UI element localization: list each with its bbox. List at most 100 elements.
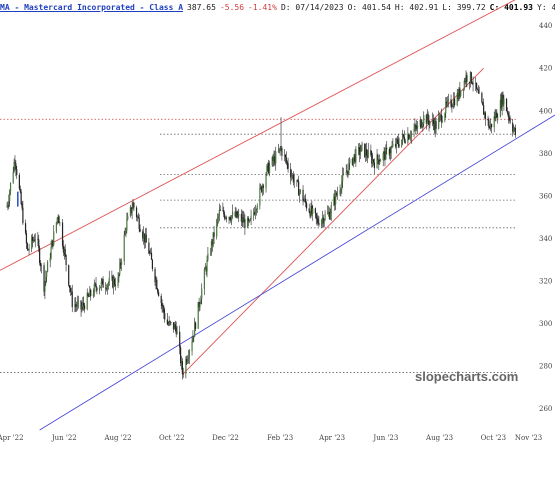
- candle-body: [376, 154, 378, 169]
- candle-body: [262, 185, 265, 188]
- candle-body: [94, 283, 96, 285]
- candle-body: [453, 98, 456, 106]
- candle-body: [268, 162, 270, 174]
- candle-body: [291, 174, 294, 176]
- candle-body: [273, 156, 275, 161]
- candle-body: [37, 238, 39, 240]
- candle-body: [434, 121, 436, 131]
- x-tick-label: Oct '22: [159, 434, 185, 442]
- candle-body: [322, 217, 324, 224]
- candle-body: [63, 248, 65, 253]
- high-value: H: 402.91: [394, 3, 439, 12]
- candle-body: [219, 209, 221, 211]
- x-tick-label: Apr '23: [318, 434, 345, 442]
- candle-body: [388, 148, 390, 156]
- candle-body: [179, 331, 181, 348]
- candle-body: [169, 321, 171, 323]
- candle-body: [339, 190, 341, 194]
- candle-body: [132, 202, 134, 210]
- candle-body: [155, 279, 157, 283]
- candle-body: [404, 141, 406, 143]
- candle-body: [309, 212, 311, 217]
- candle-body: [353, 154, 355, 158]
- candle-body: [271, 157, 273, 166]
- candle-body: [299, 189, 302, 192]
- x-tick-label: Nov '23: [515, 434, 542, 442]
- candle-body: [279, 148, 281, 150]
- candle-body: [496, 112, 498, 118]
- candle-body: [211, 241, 213, 245]
- candle-body: [305, 203, 308, 209]
- candle-body: [143, 233, 146, 243]
- candle-body: [335, 192, 338, 196]
- candle-body: [499, 99, 501, 117]
- candle-body: [222, 210, 224, 211]
- candle-body: [18, 174, 20, 189]
- candle-body: [64, 248, 66, 255]
- candle-body: [409, 136, 412, 138]
- candle-body: [342, 173, 345, 175]
- candle-body: [255, 209, 257, 212]
- candle-body: [433, 124, 435, 131]
- price-change: -5.56: [219, 3, 245, 12]
- candle-body: [389, 153, 391, 156]
- candle-body: [421, 125, 423, 128]
- candle-body: [175, 327, 177, 335]
- candle-body: [126, 219, 128, 231]
- candle-body: [444, 113, 446, 121]
- candle-body: [181, 360, 183, 374]
- candle-body: [513, 127, 516, 130]
- candle-body: [163, 306, 165, 314]
- candle-body: [213, 232, 215, 237]
- candle-body: [281, 148, 283, 156]
- candle-body: [101, 279, 103, 282]
- candle-body: [182, 373, 184, 375]
- candle-body: [231, 215, 233, 221]
- candle-body: [105, 288, 108, 290]
- candle-body: [46, 272, 48, 277]
- candle-body: [441, 120, 443, 123]
- candle-body: [320, 220, 323, 226]
- candle-body: [385, 147, 387, 160]
- candle-body: [346, 170, 348, 172]
- candle-body: [102, 279, 104, 288]
- candle-body: [290, 175, 293, 178]
- candle-body: [502, 94, 504, 105]
- candle-body: [8, 201, 10, 205]
- candle-body: [483, 105, 485, 115]
- candle-body: [493, 116, 495, 128]
- candle-body: [463, 80, 465, 90]
- candle-body: [24, 223, 27, 233]
- candle-body: [55, 222, 57, 232]
- x-tick-label: Feb '23: [267, 434, 293, 442]
- candle-body: [302, 189, 304, 202]
- candle-body: [347, 170, 349, 174]
- last-price: 387.65: [187, 3, 216, 12]
- candle-body: [266, 165, 268, 175]
- candle-body: [249, 219, 251, 221]
- low-value: L: 399.72: [442, 3, 486, 12]
- candle-body: [231, 211, 234, 216]
- candle-body: [488, 120, 490, 128]
- symbol-title[interactable]: MA - Mastercard Incorporated - Class A: [0, 3, 184, 12]
- candle-body: [277, 150, 279, 152]
- candle-body: [25, 232, 28, 244]
- candle-body: [333, 196, 335, 206]
- candle-body: [446, 101, 448, 104]
- candle-body: [505, 98, 508, 112]
- candle-body: [86, 293, 88, 310]
- candle-body: [358, 147, 361, 155]
- candle-body: [166, 319, 168, 325]
- candle-body: [149, 253, 151, 254]
- x-axis-ticks: Apr '22 Jun '22 Aug '22 Oct '22 Dec '22 Feb '…: [0, 434, 542, 442]
- candle-body: [500, 99, 502, 109]
- candle-body: [283, 154, 286, 156]
- candle-body: [315, 213, 317, 218]
- candle-body: [113, 279, 116, 285]
- cursor-y-value: Y: 4: [537, 3, 555, 12]
- candle-body: [45, 276, 47, 282]
- candle-body: [450, 99, 452, 107]
- candle-body: [478, 92, 480, 94]
- candle-body: [235, 211, 237, 217]
